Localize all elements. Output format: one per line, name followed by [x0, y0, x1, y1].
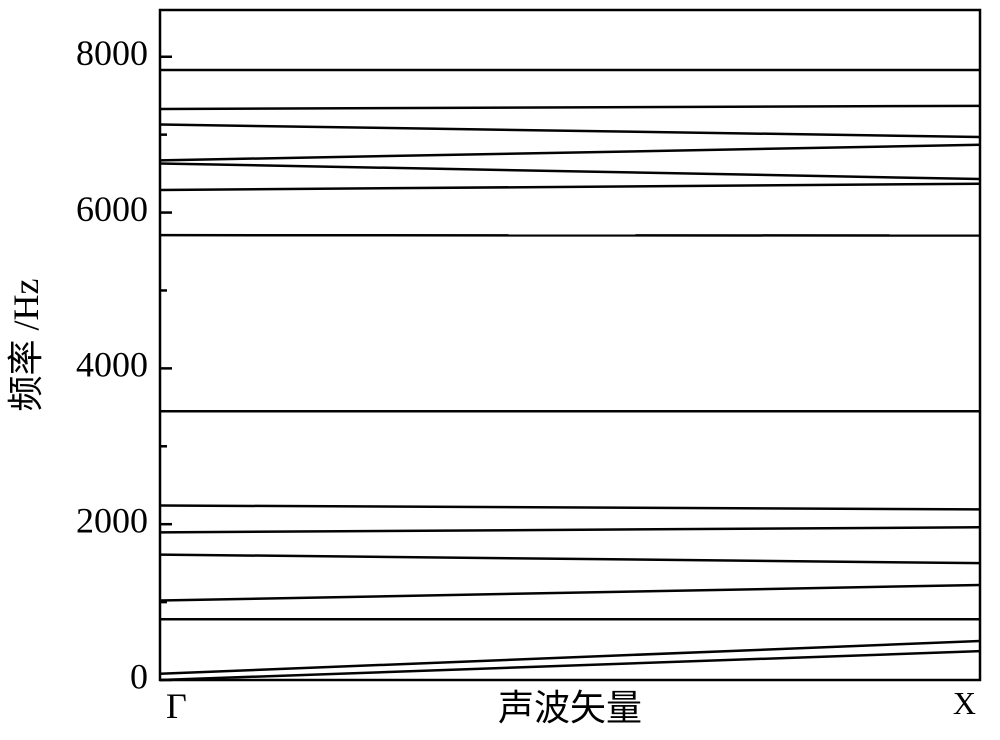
y-tick-label: 8000: [76, 33, 148, 73]
chart-bg: [0, 0, 1000, 740]
y-tick-label: 0: [130, 656, 148, 696]
y-tick-label: 2000: [76, 500, 148, 540]
x-tick-label-right: X: [953, 685, 976, 721]
y-axis-label: 频率 /Hz: [6, 279, 46, 412]
x-tick-label-left: Γ: [166, 686, 187, 726]
band-structure-chart: 0 2000 4000 6000 8000 Γ X 声波矢量 频率 /Hz: [0, 0, 1000, 740]
x-axis-label: 声波矢量: [498, 688, 642, 728]
y-tick-label: 6000: [76, 189, 148, 229]
y-tick-label: 4000: [76, 345, 148, 385]
chart-container: 0 2000 4000 6000 8000 Γ X 声波矢量 频率 /Hz: [0, 0, 1000, 740]
